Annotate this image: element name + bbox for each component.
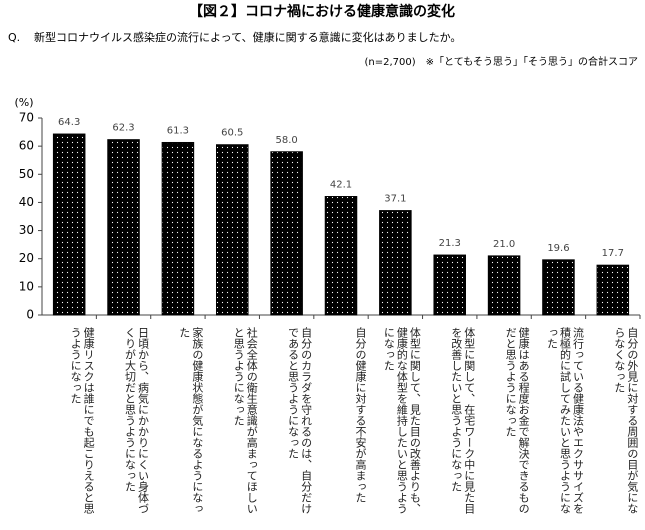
y-tick-label: 40 xyxy=(19,195,34,209)
bar xyxy=(433,254,466,316)
question: 新型コロナウイルス感染症の流行によって、健康に関する意識に変化はありましたか。 xyxy=(34,30,461,44)
y-axis-label: (%) xyxy=(14,96,33,109)
x-tick-label: 流行っている健康法やエクササイズを積極的に試してみたいと思うようになった xyxy=(545,327,585,514)
x-tick-label: 社会全体の衛生意識が高まってほしいと思うようになった xyxy=(232,327,259,514)
y-tick-label: 60 xyxy=(19,139,34,153)
bar xyxy=(542,259,575,316)
bar xyxy=(487,255,521,316)
bar xyxy=(270,151,303,316)
value-label: 62.3 xyxy=(112,123,134,134)
bar xyxy=(596,264,630,316)
bar xyxy=(379,210,412,316)
value-label: 21.3 xyxy=(439,238,461,249)
value-label: 61.3 xyxy=(167,125,189,136)
value-label: 17.7 xyxy=(602,248,624,259)
y-tick-label: 10 xyxy=(19,279,34,293)
bar xyxy=(324,196,358,316)
x-tick-label: 健康はある程度お金で解決できるものだと思うようになった xyxy=(504,327,531,514)
bar xyxy=(52,133,86,316)
y-tick-label: 70 xyxy=(19,111,34,125)
bar xyxy=(216,144,249,316)
value-label: 21.0 xyxy=(493,239,515,250)
x-tick-label: 自分のカラダを守れるのは、自分だけであると思うようになった xyxy=(286,327,313,514)
chart-title: 【図２】コロナ禍における健康意識の変化 xyxy=(189,3,455,20)
value-label: 42.1 xyxy=(330,180,352,191)
question-label: Q. xyxy=(8,31,20,44)
value-label: 60.5 xyxy=(221,128,243,139)
y-tick-label: 0 xyxy=(26,308,34,322)
x-tick-label: 体型に関して、在宅ワーク中に見た目を改善したいと思うようになった xyxy=(449,327,476,514)
x-tick-label: 家族の健康状態が気になるようになった xyxy=(177,327,204,514)
x-tick-label: 自分の外見に対する周囲の目が気にならなくなった xyxy=(612,327,639,514)
y-tick-label: 20 xyxy=(19,251,34,265)
x-tick-label: 日頃から、病気にかかりにくい身体づくりが大切だと思うようになった xyxy=(123,327,150,514)
value-label: 64.3 xyxy=(58,117,80,128)
x-tick-label: 体型に関して、見た目の改善よりも、健康的な体型を維持したいと思うようになった xyxy=(382,327,422,514)
value-label: 19.6 xyxy=(547,243,569,254)
y-tick-label: 50 xyxy=(19,167,34,181)
value-label: 37.1 xyxy=(384,194,406,205)
x-tick-label: 自分の健康に対する不安が高まった xyxy=(354,327,367,503)
x-tick-label: 健康リスクは誰にでも起こりえると思うようになった xyxy=(69,327,96,514)
bar xyxy=(161,141,195,316)
note: (n=2,700) ※「とてもそう思う」「そう思う」の合計スコア xyxy=(364,55,638,68)
bar xyxy=(107,139,140,316)
y-tick-label: 30 xyxy=(19,223,34,237)
value-label: 58.0 xyxy=(276,135,298,146)
